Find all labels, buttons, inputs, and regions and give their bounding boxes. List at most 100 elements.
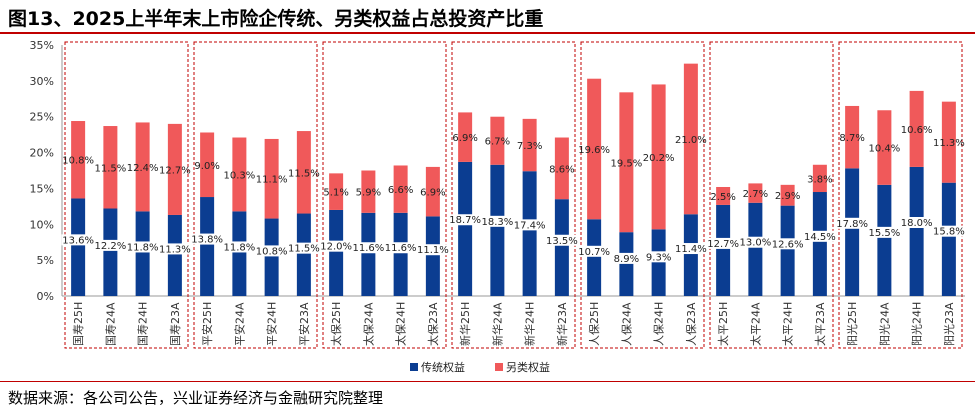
data-label-traditional: 11.6% <box>385 243 417 254</box>
bar-alternative <box>296 131 311 214</box>
x-tick-label: 国寿25H <box>71 302 85 346</box>
y-tick-label: 5% <box>37 254 54 267</box>
data-label-bg <box>577 245 611 257</box>
bar-alternative <box>361 170 376 213</box>
data-label-alternative: 8.7% <box>839 133 864 144</box>
data-label-traditional: 8.9% <box>614 254 639 265</box>
legend-label: 另类权益 <box>506 360 550 374</box>
bar-alternative <box>748 183 763 203</box>
data-label-traditional: 11.3% <box>159 244 191 255</box>
bar-traditional <box>458 161 473 296</box>
bar-traditional <box>490 164 505 296</box>
x-tick-label: 新华25H <box>458 302 472 346</box>
title-divider <box>0 32 975 34</box>
bar-traditional <box>167 214 182 296</box>
x-tick-label: 人保24A <box>619 302 633 346</box>
group-box <box>322 41 447 349</box>
data-label-traditional: 11.6% <box>352 243 384 254</box>
chart-title: 图13、2025上半年末上市险企传统、另类权益占总投资产比重 <box>8 8 544 30</box>
x-tick-label: 太平24H <box>782 302 795 346</box>
data-label-traditional: 12.0% <box>320 242 352 253</box>
y-tick-label: 20% <box>30 147 54 160</box>
x-tick-label: 阳光24H <box>910 302 924 346</box>
bar-traditional <box>909 166 924 296</box>
x-tick-label: 太保24H <box>394 302 408 346</box>
data-label-bg <box>448 214 482 226</box>
group-box <box>64 41 189 349</box>
bar-alternative <box>812 164 827 193</box>
data-label-bg <box>900 217 934 229</box>
data-label-traditional: 12.6% <box>772 239 804 250</box>
x-tick-label: 人保23A <box>684 302 698 346</box>
x-tick-label: 国寿23A <box>168 302 182 346</box>
bar-traditional <box>683 214 698 296</box>
bar-alternative <box>71 121 86 199</box>
x-tick-label: 新华24A <box>490 302 504 346</box>
data-label-bg <box>612 252 640 264</box>
bar-alternative <box>877 110 892 185</box>
bar-traditional <box>393 212 408 296</box>
data-label-traditional: 9.3% <box>646 252 671 263</box>
x-tick-label: 国寿24H <box>136 302 150 346</box>
data-label-bg <box>319 240 353 252</box>
data-label-alternative: 6.7% <box>485 137 510 148</box>
data-label-alternative: 2.7% <box>743 189 768 200</box>
group-box <box>193 41 318 349</box>
data-label-traditional: 11.5% <box>288 244 320 255</box>
data-label-bg <box>771 238 805 250</box>
bar-traditional <box>200 197 215 296</box>
legend-swatch <box>410 363 418 371</box>
data-label-alternative: 11.5% <box>288 168 320 179</box>
data-label-alternative: 7.3% <box>517 141 542 152</box>
data-label-bg <box>93 239 127 251</box>
data-label-bg <box>287 242 321 254</box>
data-label-traditional: 10.7% <box>578 247 610 258</box>
data-label-traditional: 17.4% <box>514 220 546 231</box>
data-label-traditional: 11.1% <box>417 245 449 256</box>
bar-alternative <box>458 112 473 162</box>
bar-alternative <box>522 118 537 172</box>
data-label-bg <box>351 242 385 254</box>
bar-traditional <box>135 211 150 296</box>
bar-alternative <box>490 116 505 165</box>
data-label-traditional: 12.7% <box>707 239 739 250</box>
x-tick-label: 平安23A <box>297 302 311 346</box>
data-label-bg <box>384 242 418 254</box>
data-label-alternative: 2.9% <box>775 191 800 202</box>
data-label-bg <box>867 226 901 238</box>
data-label-traditional: 13.6% <box>62 235 94 246</box>
data-label-bg <box>158 243 192 255</box>
x-tick-label: 阳光24A <box>877 302 891 346</box>
data-label-alternative: 19.6% <box>578 145 610 156</box>
bar-traditional <box>651 229 666 296</box>
group-box <box>838 41 963 349</box>
data-label-traditional: 18.3% <box>481 217 513 228</box>
data-label-alternative: 10.3% <box>223 170 255 181</box>
data-label-bg <box>932 225 966 237</box>
x-tick-label: 太保23A <box>426 302 440 346</box>
bar-alternative <box>200 132 215 198</box>
bar-traditional <box>845 168 860 296</box>
bar-alternative <box>264 138 279 219</box>
bar-alternative <box>651 84 666 230</box>
bar-traditional <box>587 219 602 296</box>
legend-label: 传统权益 <box>421 360 465 374</box>
data-label-bg <box>738 236 772 248</box>
data-label-traditional: 13.8% <box>191 235 223 246</box>
bar-alternative <box>683 63 698 215</box>
data-label-traditional: 18.7% <box>449 215 481 226</box>
data-label-bg <box>222 241 256 253</box>
bar-traditional <box>748 202 763 296</box>
data-label-traditional: 12.2% <box>94 241 126 252</box>
group-box <box>451 41 576 349</box>
data-label-alternative: 12.4% <box>127 163 159 174</box>
x-tick-label: 太保24A <box>361 302 375 346</box>
bar-alternative <box>135 122 150 212</box>
x-tick-label: 人保24H <box>652 302 666 346</box>
data-label-bg <box>255 245 289 257</box>
bar-traditional <box>103 208 118 296</box>
bar-alternative <box>425 166 440 217</box>
data-label-alternative: 10.6% <box>901 125 933 136</box>
y-tick-label: 35% <box>30 39 54 52</box>
x-tick-label: 太保25H <box>329 302 343 346</box>
